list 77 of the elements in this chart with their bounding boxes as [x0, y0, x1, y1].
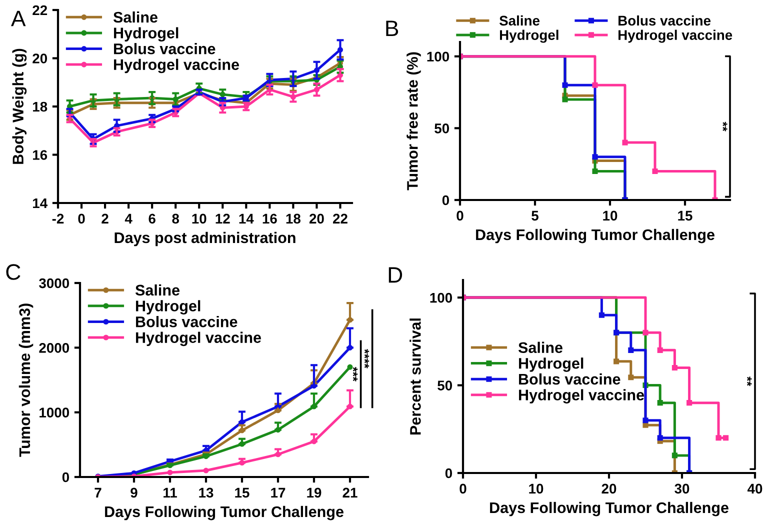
legend-label: Saline	[518, 342, 562, 354]
legend-label: Hydrogel	[500, 30, 558, 43]
chart-title: A	[11, 10, 26, 26]
x-tick-label: 5	[532, 210, 538, 221]
x-tick-label: 16	[262, 214, 277, 224]
y-tick-label: 18	[33, 102, 48, 112]
y-tick-label: 50	[438, 380, 452, 390]
x-tick-label: 20	[309, 214, 324, 224]
y-tick-label: 50	[434, 124, 450, 134]
x-tick-label: 21	[342, 488, 358, 498]
legend-label: Bolus vaccine	[519, 373, 620, 385]
x-tick-label: 0	[460, 484, 466, 494]
x-tick-label: 19	[307, 488, 322, 498]
y-tick-label: 100	[427, 52, 450, 62]
x-axis-title: Days post administration	[114, 232, 296, 246]
x-tick-label: 9	[130, 488, 138, 498]
x-tick-label: -2	[52, 214, 64, 224]
x-tick-label: 20	[602, 484, 616, 494]
legend-label: Hydrogel vaccine	[618, 30, 732, 43]
y-tick-label: 2000	[39, 343, 70, 353]
chart-title: D	[388, 267, 402, 283]
legend-label: Hydrogel	[114, 27, 178, 42]
y-axis-title: Percent survival	[410, 318, 421, 434]
x-tick-label: 8	[172, 214, 180, 224]
annotation: ****	[364, 348, 370, 368]
x-tick-label: 12	[216, 214, 230, 224]
legend-label: Bolus vaccine	[618, 15, 711, 26]
x-tick-label: 22	[333, 214, 348, 224]
x-axis-title: Days Following Tumor Challenge	[476, 228, 714, 244]
x-tick-label: 13	[199, 488, 214, 498]
x-tick-label: 7	[94, 488, 102, 498]
legend-label: Hydrogel	[136, 300, 200, 314]
x-tick-label: 0	[78, 214, 85, 224]
legend-label: Hydrogel	[519, 358, 584, 372]
x-tick-label: 18	[286, 214, 300, 224]
legend-label: Hydrogel vaccine	[114, 58, 239, 74]
y-tick-label: 0	[445, 468, 452, 478]
x-tick-label: 10	[192, 214, 206, 224]
x-tick-label: 15	[235, 488, 250, 498]
legend-label: Bolus vaccine	[136, 316, 238, 328]
y-axis-title: Tumor volume (mm3)	[18, 304, 34, 457]
y-tick-label: 16	[33, 150, 48, 160]
y-tick-label: 0	[62, 472, 70, 482]
x-tick-label: 6	[148, 214, 156, 224]
y-tick-label: 20	[32, 54, 48, 64]
y-tick-label: 1000	[40, 408, 70, 418]
x-tick-label: 40	[747, 484, 762, 494]
y-tick-label: 100	[430, 292, 452, 303]
x-tick-label: 4	[124, 214, 132, 224]
x-tick-label: 30	[674, 484, 690, 494]
y-tick-label: 0	[442, 195, 450, 206]
x-tick-label: 10	[529, 484, 544, 494]
x-tick-label: 17	[271, 488, 286, 498]
chart-title: C	[6, 264, 20, 280]
x-tick-label: 11	[164, 488, 177, 498]
legend-label: Bolus vaccine	[114, 43, 216, 54]
legend-label: Hydrogel vaccine	[136, 332, 261, 346]
y-tick-label: 14	[33, 198, 48, 208]
x-tick-label: 10	[603, 210, 618, 221]
legend-label: Saline	[113, 11, 158, 23]
y-axis-title: Tumor free rate (%)	[406, 52, 421, 190]
x-tick-label: 15	[678, 210, 692, 221]
chart-title: B	[386, 20, 398, 36]
annotation: **	[746, 376, 752, 386]
x-tick-label: 2	[102, 214, 108, 224]
legend-label: Saline	[499, 15, 540, 26]
legend-label: Saline	[135, 284, 180, 296]
y-axis-title: Body Weight (g)	[12, 48, 27, 164]
x-axis-title: Days Following Tumor Challenge	[490, 502, 728, 516]
y-tick-label: 3000	[39, 278, 70, 288]
annotation: ***	[352, 366, 358, 382]
x-tick-label: 0	[456, 210, 464, 221]
x-axis-title: Days Following Tumor Challenge	[105, 506, 344, 520]
y-tick-label: 22	[32, 5, 48, 16]
x-tick-label: 14	[239, 214, 254, 224]
annotation: **	[722, 122, 728, 132]
legend-label: Hydrogel vaccine	[519, 389, 644, 404]
